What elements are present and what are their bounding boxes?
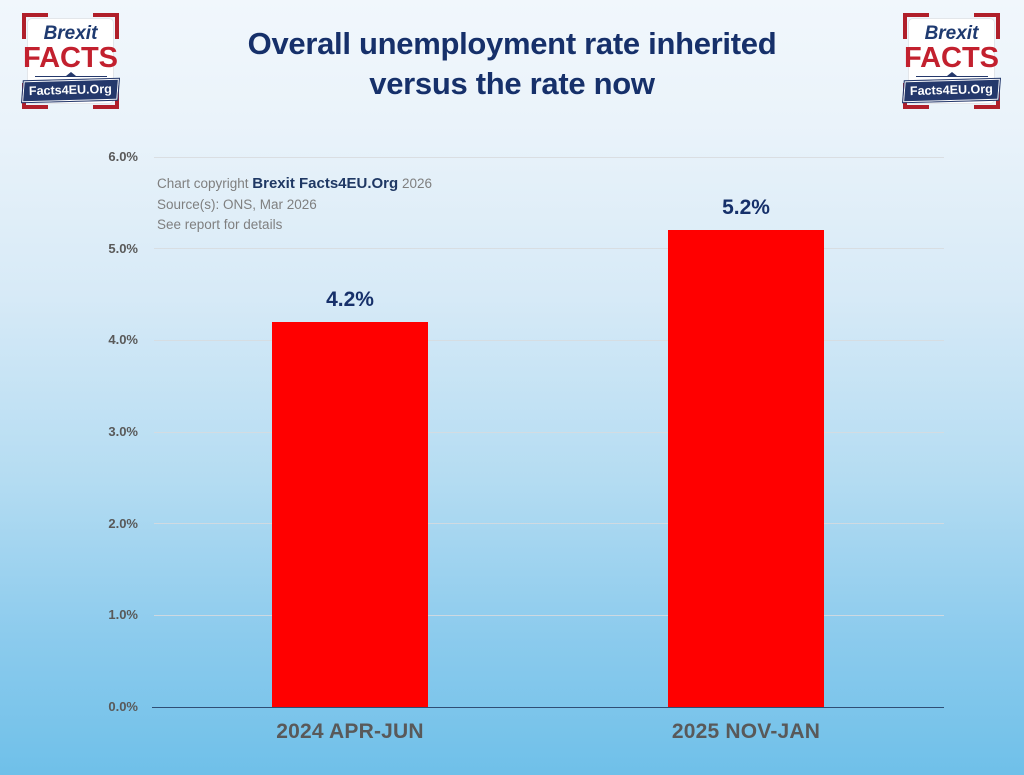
gridline-3.0% xyxy=(154,431,944,433)
brexit-facts-logo-left: Brexit FACTS Facts4EU.Org xyxy=(21,13,120,109)
page-title-line-1: Overall unemployment rate inherited xyxy=(247,26,777,61)
bar-value-label: 4.2% xyxy=(326,288,374,311)
logo-inner-card: Brexit FACTS Facts4EU.Org xyxy=(21,18,120,104)
gridline-4.0% xyxy=(154,339,944,341)
bar-2024 APR-JUN xyxy=(272,322,428,707)
logo-corner-bracket xyxy=(93,13,119,39)
triangle-icon xyxy=(946,71,957,76)
logo-brexit-text: Brexit xyxy=(43,22,98,44)
y-axis-tick-label: 4.0% xyxy=(108,332,138,348)
chart-annotation: Chart copyright Brexit Facts4EU.Org 2026… xyxy=(157,174,432,236)
logo-facts-text: FACTS xyxy=(903,41,1000,74)
logo-corner-bracket xyxy=(22,13,48,39)
logo-inner-card: Brexit FACTS Facts4EU.Org xyxy=(902,18,1001,104)
bar-value-label: 5.2% xyxy=(722,196,770,220)
y-axis-tick-label: 6.0% xyxy=(108,149,138,164)
logo-corner-bracket xyxy=(903,13,929,39)
gridline-5.0% xyxy=(154,248,944,250)
logo-brexit-text: Brexit xyxy=(924,22,979,44)
page-title-line-2: versus the rate now xyxy=(369,66,655,101)
y-axis-tick-label: 0.0% xyxy=(108,699,138,714)
y-axis-tick-label: 1.0% xyxy=(108,607,138,623)
logo-facts-text: FACTS xyxy=(22,41,119,74)
x-axis-category-label: 2025 NOV-JAN xyxy=(671,720,821,743)
y-axis-tick-label: 2.0% xyxy=(108,515,138,531)
gridline-2.0% xyxy=(154,523,944,525)
plot-area: 0.0% 1.0% 2.0% 3.0% 4.0% 5.0% 6.0% 4.2% 2024 APR… xyxy=(108,149,944,743)
logo-divider xyxy=(34,71,107,77)
gridline-6.0% xyxy=(154,156,944,158)
triangle-icon xyxy=(65,71,76,76)
x-axis-category-label: 2024 APR-JUN xyxy=(276,720,424,743)
y-axis-tick-label: 3.0% xyxy=(108,424,138,439)
logo-divider xyxy=(915,71,988,77)
report-line: See report for details xyxy=(157,217,283,232)
logo-banner-text: Facts4EU.Org xyxy=(28,81,113,98)
brand-name: Brexit Facts4EU.Org xyxy=(252,175,399,192)
logo-banner: Facts4EU.Org xyxy=(21,77,120,103)
source-line: Source(s): ONS, Mar 2026 xyxy=(157,196,317,212)
gridline-1.0% xyxy=(154,614,944,616)
y-axis-tick-label: 5.0% xyxy=(108,240,138,256)
page-title: Overall unemployment rate inherited vers… xyxy=(132,24,892,104)
bar-2025 NOV-JAN xyxy=(668,230,824,707)
logo-banner-text: Facts4EU.Org xyxy=(909,81,994,98)
copyright-line: Chart copyright Brexit Facts4EU.Org 2026 xyxy=(157,175,432,192)
brexit-facts-logo-right: Brexit FACTS Facts4EU.Org xyxy=(902,13,1001,109)
logo-corner-bracket xyxy=(974,13,1000,39)
logo-banner: Facts4EU.Org xyxy=(902,77,1001,103)
